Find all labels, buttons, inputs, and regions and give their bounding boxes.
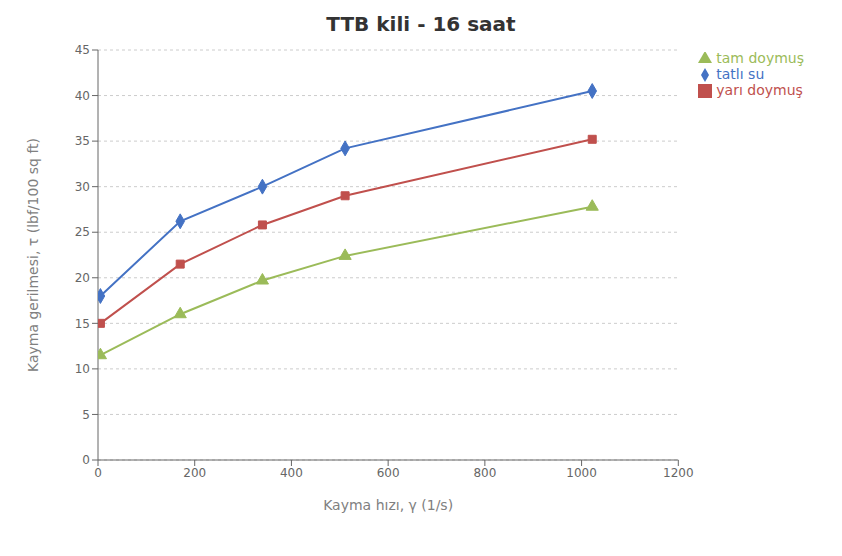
html-text:TTB kili - 16 saat: TTB kili - 16 saat: [326, 12, 516, 36]
svg-text:10: 10: [75, 362, 90, 376]
svg-text:800: 800: [473, 466, 496, 480]
svg-text:20: 20: [75, 271, 90, 285]
html-text:tam doymuş: tam doymuş: [716, 50, 804, 66]
svg-text:45: 45: [75, 43, 90, 57]
html-text:yarı doymuş: yarı doymuş: [716, 82, 803, 98]
svg-text:30: 30: [75, 180, 90, 194]
svg-text:Kayma gerilmesi, τ (lbf/100 sq: Kayma gerilmesi, τ (lbf/100 sq ft): [25, 138, 41, 372]
svg-text:400: 400: [280, 466, 303, 480]
svg-text:1000: 1000: [566, 466, 597, 480]
svg-text:5: 5: [82, 408, 90, 422]
svg-text:40: 40: [75, 89, 90, 103]
svg-text:0: 0: [82, 453, 90, 467]
svg-text:35: 35: [75, 134, 90, 148]
html-text:tatlı su: tatlı su: [716, 66, 765, 82]
svg-text:1200: 1200: [663, 466, 694, 480]
svg-text:0: 0: [94, 466, 102, 480]
svg-text:200: 200: [183, 466, 206, 480]
svg-text:600: 600: [377, 466, 400, 480]
svg-text:Kayma hızı, γ (1/s): Kayma hızı, γ (1/s): [323, 497, 453, 513]
svg-text:15: 15: [75, 317, 90, 331]
svg-text:25: 25: [75, 225, 90, 239]
